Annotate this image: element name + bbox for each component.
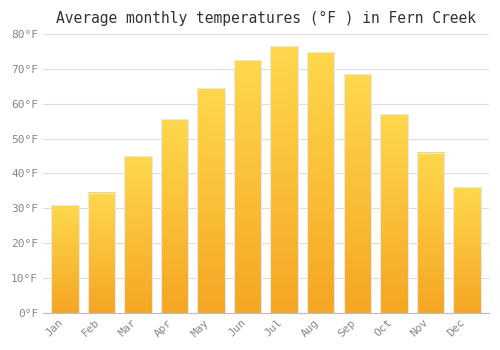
Bar xyxy=(344,74,371,313)
Bar xyxy=(380,114,407,313)
Bar xyxy=(124,156,152,313)
Bar xyxy=(51,205,78,313)
Bar xyxy=(307,52,334,313)
Bar xyxy=(416,153,444,313)
Bar xyxy=(270,47,298,313)
Bar xyxy=(454,187,480,313)
Bar xyxy=(198,88,225,313)
Bar xyxy=(161,119,188,313)
Bar xyxy=(88,193,115,313)
Bar xyxy=(234,60,262,313)
Title: Average monthly temperatures (°F ) in Fern Creek: Average monthly temperatures (°F ) in Fe… xyxy=(56,11,476,26)
